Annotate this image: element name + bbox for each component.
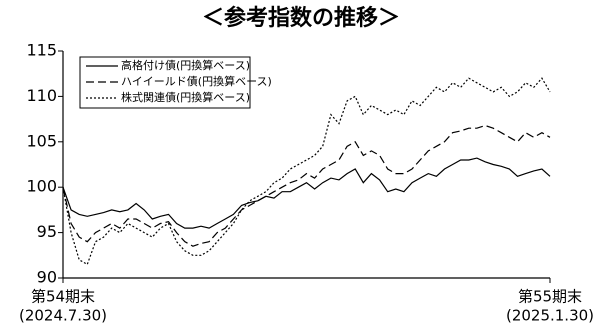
legend-label: ハイイールド債(円換算ベース) xyxy=(121,74,272,88)
y-tick-label: 105 xyxy=(26,131,57,150)
legend-label: 高格付け債(円換算ベース) xyxy=(121,58,250,72)
x-tick-label: (2024.7.30) xyxy=(19,307,107,324)
series-line xyxy=(62,124,551,247)
chart-title: ＜参考指数の推移＞ xyxy=(202,5,400,31)
x-tick-label: (2025.1.30) xyxy=(506,307,594,324)
y-tick-label: 115 xyxy=(26,41,57,60)
legend-label: 株式関連債(円換算ベース) xyxy=(121,90,250,104)
x-tick-label: 第54期末 xyxy=(31,288,95,306)
series-line xyxy=(62,77,551,266)
x-tick-label: 第55期末 xyxy=(518,288,582,306)
series-line xyxy=(62,157,551,229)
y-tick-label: 90 xyxy=(37,268,57,287)
y-tick-label: 100 xyxy=(26,177,57,196)
y-tick-label: 110 xyxy=(26,86,57,105)
y-tick-label: 95 xyxy=(37,222,57,241)
